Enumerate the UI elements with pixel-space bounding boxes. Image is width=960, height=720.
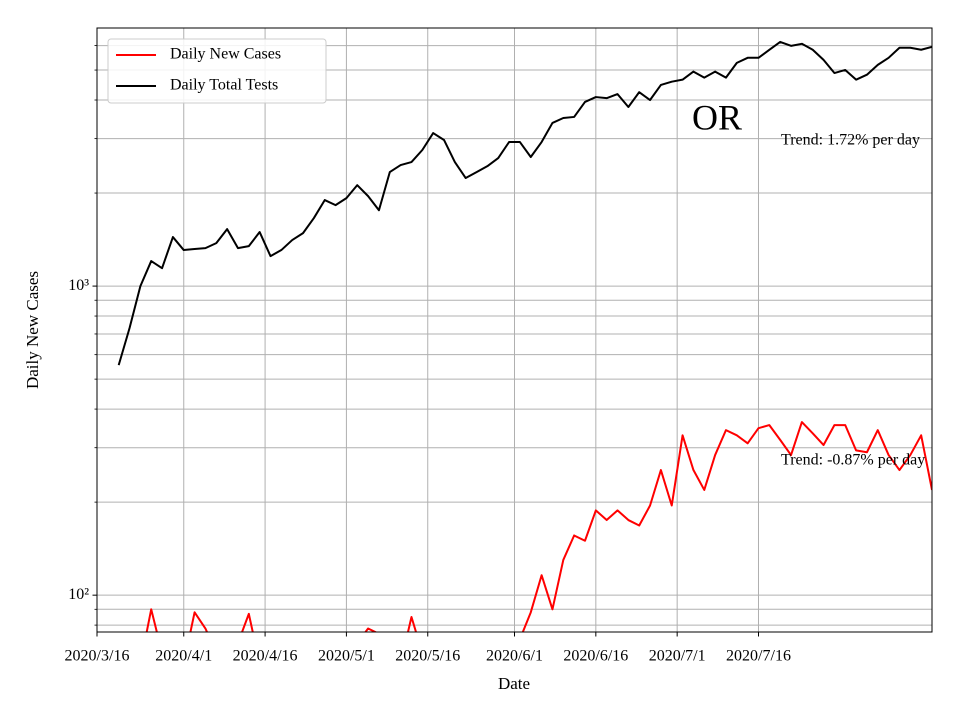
legend: Daily New Cases Daily Total Tests <box>107 38 327 104</box>
y-tick-label: 10³ <box>68 277 89 294</box>
x-tick-label: 2020/4/16 <box>233 648 298 665</box>
x-tick-label: 2020/7/16 <box>726 648 791 665</box>
y-tick-label: 10² <box>68 586 89 603</box>
ticks: 10² 10³ 2020/3/16 2020/4/1 2020/4/16 2020/5/1… <box>65 45 791 665</box>
x-tick-label: 2020/3/16 <box>65 648 130 665</box>
series-line <box>117 40 932 366</box>
legend-box <box>107 38 327 104</box>
y-axis-label: Daily New Cases <box>23 271 42 389</box>
annotation: Trend: 1.72% per day <box>781 132 920 149</box>
x-tick-label: 2020/5/1 <box>318 648 375 665</box>
x-tick-label: 2020/4/1 <box>155 648 212 665</box>
annotation: OR <box>692 97 742 137</box>
x-tick-label: 2020/5/16 <box>395 648 460 665</box>
x-tick-label: 2020/6/16 <box>563 648 628 665</box>
plot-lines <box>117 40 932 632</box>
legend-label: Daily Total Tests <box>170 77 278 94</box>
legend-label: Daily New Cases <box>170 46 281 63</box>
x-tick-label: 2020/6/1 <box>486 648 543 665</box>
annotation: Trend: -0.87% per day <box>781 452 925 469</box>
x-tick-label: 2020/7/1 <box>649 648 706 665</box>
series-line <box>145 421 932 632</box>
x-axis-label: Date <box>498 674 530 693</box>
